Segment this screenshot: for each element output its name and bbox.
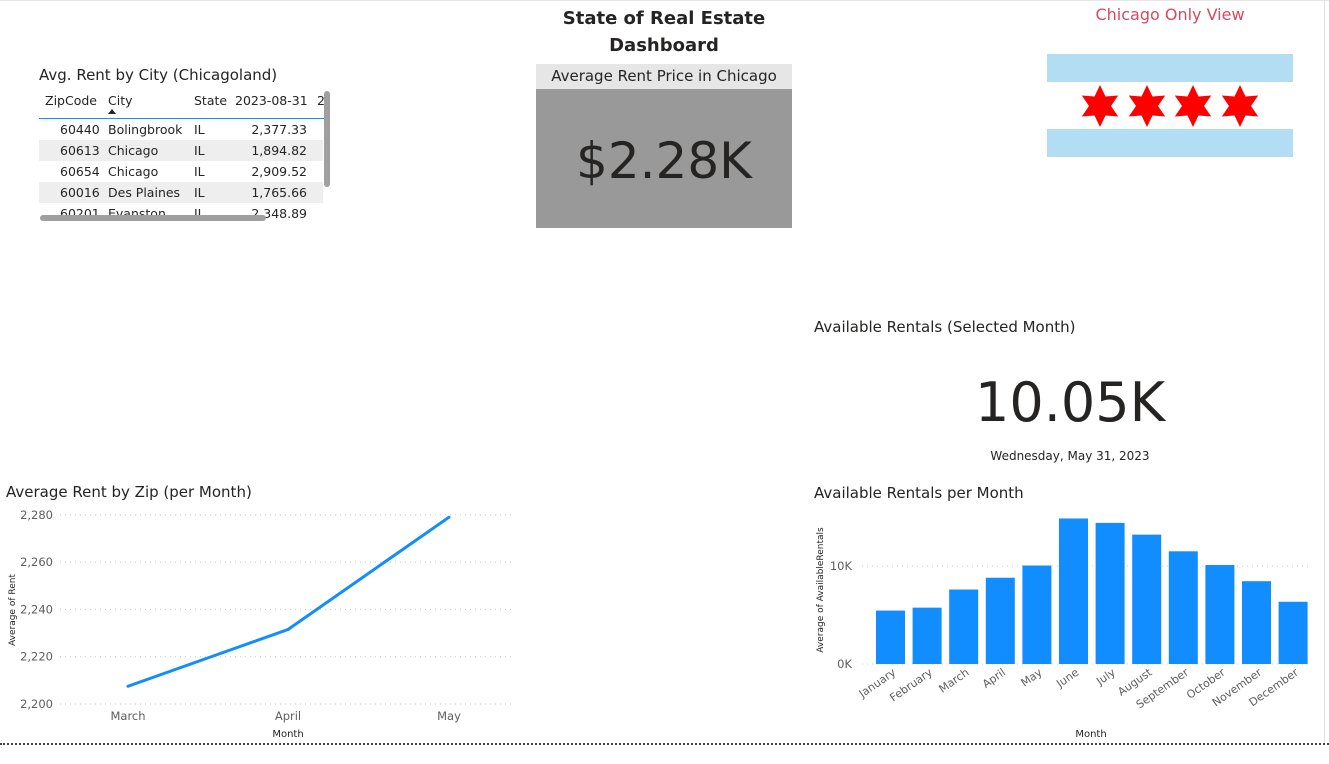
y-axis-label: Average of Rent <box>8 574 18 646</box>
x-axis-label: Month <box>1075 729 1106 740</box>
y-tick-label: 2,240 <box>20 602 53 616</box>
y-tick-label: 2,260 <box>20 555 53 569</box>
x-tick-label: July <box>1093 666 1118 689</box>
kpi-title: Available Rentals (Selected Month) <box>814 318 1076 336</box>
header-next-column[interactable]: 2 <box>317 93 325 108</box>
cell-city: Chicago <box>108 143 159 158</box>
line-chart[interactable]: 2,200 2,220 2,240 2,260 2,280 March April May Mo… <box>0 500 530 743</box>
cell-city: Bolingbrook <box>108 122 183 137</box>
bar[interactable] <box>1242 581 1271 664</box>
rent-table-title: Avg. Rent by City (Chicagoland) <box>39 66 278 84</box>
cell-state: IL <box>194 185 205 200</box>
table-row[interactable]: 60654 Chicago IL 2,909.52 <box>39 161 323 182</box>
header-zipcode[interactable]: ZipCode <box>45 93 97 108</box>
y-axis-label: Average of AvailableRentals <box>816 527 826 653</box>
flag-star-icon <box>1128 85 1166 127</box>
chicago-flag-image <box>1047 54 1293 158</box>
cell-rent: 2,909.52 <box>251 164 307 179</box>
table-row[interactable]: 60016 Des Plaines IL 1,765.66 <box>39 182 323 203</box>
x-tick-label: April <box>275 709 301 723</box>
bar[interactable] <box>1168 551 1198 664</box>
x-tick-label: May <box>437 709 461 723</box>
y-tick-label: 2,200 <box>20 697 53 711</box>
y-tick-label: 2,280 <box>20 508 53 522</box>
flag-top-stripe <box>1047 54 1293 82</box>
x-tick-label: March <box>936 666 971 696</box>
avg-rent-card-value: $2.28K <box>576 132 752 190</box>
line-chart-title: Average Rent by Zip (per Month) <box>6 483 252 501</box>
cell-state: IL <box>194 143 205 158</box>
table-horizontal-scrollbar[interactable] <box>40 215 266 221</box>
cell-rent: 1,894.82 <box>251 143 307 158</box>
header-state[interactable]: State <box>194 93 228 108</box>
header-2023-08-31[interactable]: 2023-08-31 <box>235 93 308 108</box>
bar[interactable] <box>1095 522 1125 664</box>
flag-star-icon <box>1174 85 1212 127</box>
table-vertical-scrollbar[interactable] <box>324 91 330 187</box>
rent-table[interactable]: ZipCode City State 2023-08-31 2 60440 Bo… <box>39 88 329 220</box>
cell-zipcode: 60654 <box>60 164 100 179</box>
page-title-line1: State of Real Estate <box>562 8 766 29</box>
kpi-date: Wednesday, May 31, 2023 <box>990 449 1150 463</box>
bar[interactable] <box>876 610 905 664</box>
x-axis-label: Month <box>272 729 303 740</box>
avg-rent-card-label: Average Rent Price in Chicago <box>536 64 792 89</box>
cell-zipcode: 60016 <box>60 185 100 200</box>
data-point[interactable] <box>126 684 130 688</box>
right-border <box>1324 0 1325 744</box>
bar[interactable] <box>985 577 1015 664</box>
cell-city: Des Plaines <box>108 185 181 200</box>
y-tick-label: 10K <box>830 559 853 573</box>
x-tick-label: June <box>1053 666 1081 691</box>
cell-state: IL <box>194 122 205 137</box>
cell-city: Chicago <box>108 164 159 179</box>
x-tick-label: March <box>110 709 145 723</box>
bar[interactable] <box>1059 518 1088 664</box>
table-row[interactable]: 60440 Bolingbrook IL 2,377.33 <box>39 119 323 140</box>
flag-star-icon <box>1081 85 1119 127</box>
bar[interactable] <box>1205 565 1235 664</box>
cell-rent: 2,377.33 <box>251 122 307 137</box>
table-row[interactable]: 60613 Chicago IL 1,894.82 <box>39 140 323 161</box>
bar[interactable] <box>949 589 979 664</box>
bar[interactable] <box>1022 565 1052 664</box>
cell-zipcode: 60440 <box>60 122 100 137</box>
flag-star-icon <box>1221 85 1259 127</box>
bar[interactable] <box>1278 601 1308 664</box>
x-tick-label: April <box>980 666 1008 691</box>
table-header: ZipCode City State 2023-08-31 2 <box>39 88 329 119</box>
cell-state: IL <box>194 164 205 179</box>
chicago-only-view-label: Chicago Only View <box>1095 5 1245 24</box>
bar[interactable] <box>912 607 942 664</box>
cell-zipcode: 60613 <box>60 143 100 158</box>
kpi-value: 10.05K <box>974 371 1165 434</box>
bar-chart-title: Available Rentals per Month <box>814 484 1024 502</box>
data-point[interactable] <box>447 515 451 519</box>
cell-rent: 1,765.66 <box>251 185 307 200</box>
sort-ascending-icon <box>108 109 116 114</box>
top-border <box>0 0 1329 1</box>
bottom-dotted-border <box>0 743 1329 745</box>
page-title-line2: Dashboard <box>609 35 719 56</box>
header-city[interactable]: City <box>108 93 133 108</box>
x-tick-label: May <box>1019 666 1045 690</box>
y-tick-label: 0K <box>837 657 852 671</box>
y-tick-label: 2,220 <box>20 650 53 664</box>
series-line[interactable] <box>127 515 450 688</box>
cell-state: IL <box>194 206 205 220</box>
avg-rent-card[interactable]: $2.28K <box>536 89 792 228</box>
bar[interactable] <box>1132 534 1162 664</box>
data-point[interactable] <box>286 628 290 632</box>
page-title: State of Real Estate Dashboard <box>540 5 788 59</box>
flag-bottom-stripe <box>1047 129 1293 157</box>
